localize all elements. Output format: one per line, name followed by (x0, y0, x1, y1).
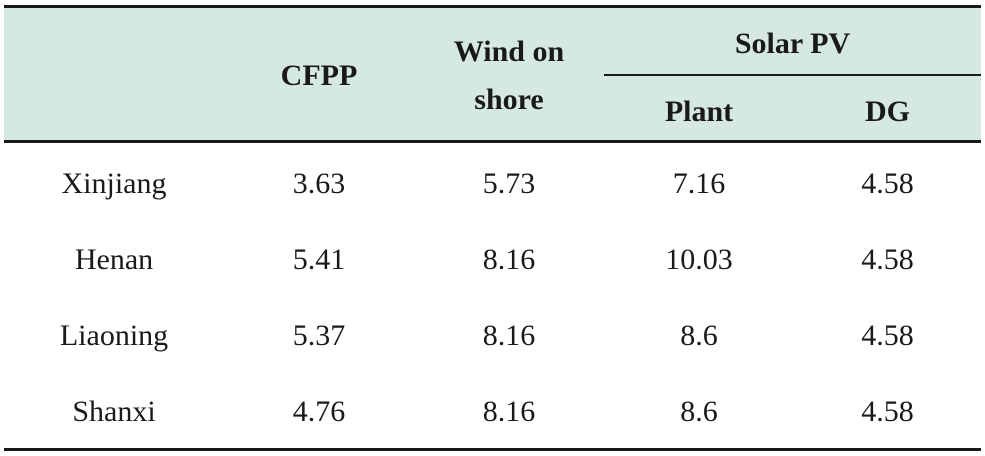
cell-plant: 7.16 (672, 167, 726, 200)
cell-wind: 8.16 (482, 319, 536, 352)
cell-dg: 4.58 (861, 319, 914, 352)
cell-cfpp: 5.41 (292, 243, 346, 276)
cell-wind: 8.16 (482, 243, 536, 276)
cell-cfpp: 3.63 (292, 167, 346, 200)
header-wind-line2: shore (474, 83, 544, 116)
header-dg: DG (865, 95, 910, 128)
table-header: CFPP Wind on shore Solar PV Plant DG (4, 5, 981, 143)
header-solar-pv: Solar PV (734, 27, 851, 60)
cell-plant: 10.03 (665, 243, 733, 276)
cell-wind: 8.16 (482, 395, 536, 428)
cell-region: Shanxi (72, 395, 156, 428)
table-row: Liaoning 5.37 8.16 8.6 4.58 (4, 298, 981, 374)
cell-cfpp: 4.76 (292, 395, 346, 428)
header-group-divider (604, 74, 981, 76)
table-row: Henan 5.41 8.16 10.03 4.58 (4, 222, 981, 298)
header-plant: Plant (664, 95, 734, 128)
data-table: CFPP Wind on shore Solar PV Plant DG Xin… (4, 5, 981, 451)
header-cfpp: CFPP (280, 59, 358, 92)
table-body: Xinjiang 3.63 5.73 7.16 4.58 Henan 5.41 … (4, 143, 981, 451)
header-wind-line1: Wind on (453, 35, 565, 68)
cell-dg: 4.58 (861, 167, 914, 200)
cell-dg: 4.58 (861, 395, 914, 428)
table-row: Shanxi 4.76 8.16 8.6 4.58 (4, 374, 981, 450)
cell-plant: 8.6 (680, 319, 718, 352)
cell-dg: 4.58 (861, 243, 914, 276)
cell-region: Henan (74, 243, 154, 276)
cell-wind: 5.73 (482, 167, 536, 200)
cell-region: Liaoning (59, 319, 169, 352)
cell-region: Xinjiang (61, 167, 167, 200)
cell-cfpp: 5.37 (292, 319, 346, 352)
table-row: Xinjiang 3.63 5.73 7.16 4.58 (4, 146, 981, 222)
cell-plant: 8.6 (680, 395, 718, 428)
